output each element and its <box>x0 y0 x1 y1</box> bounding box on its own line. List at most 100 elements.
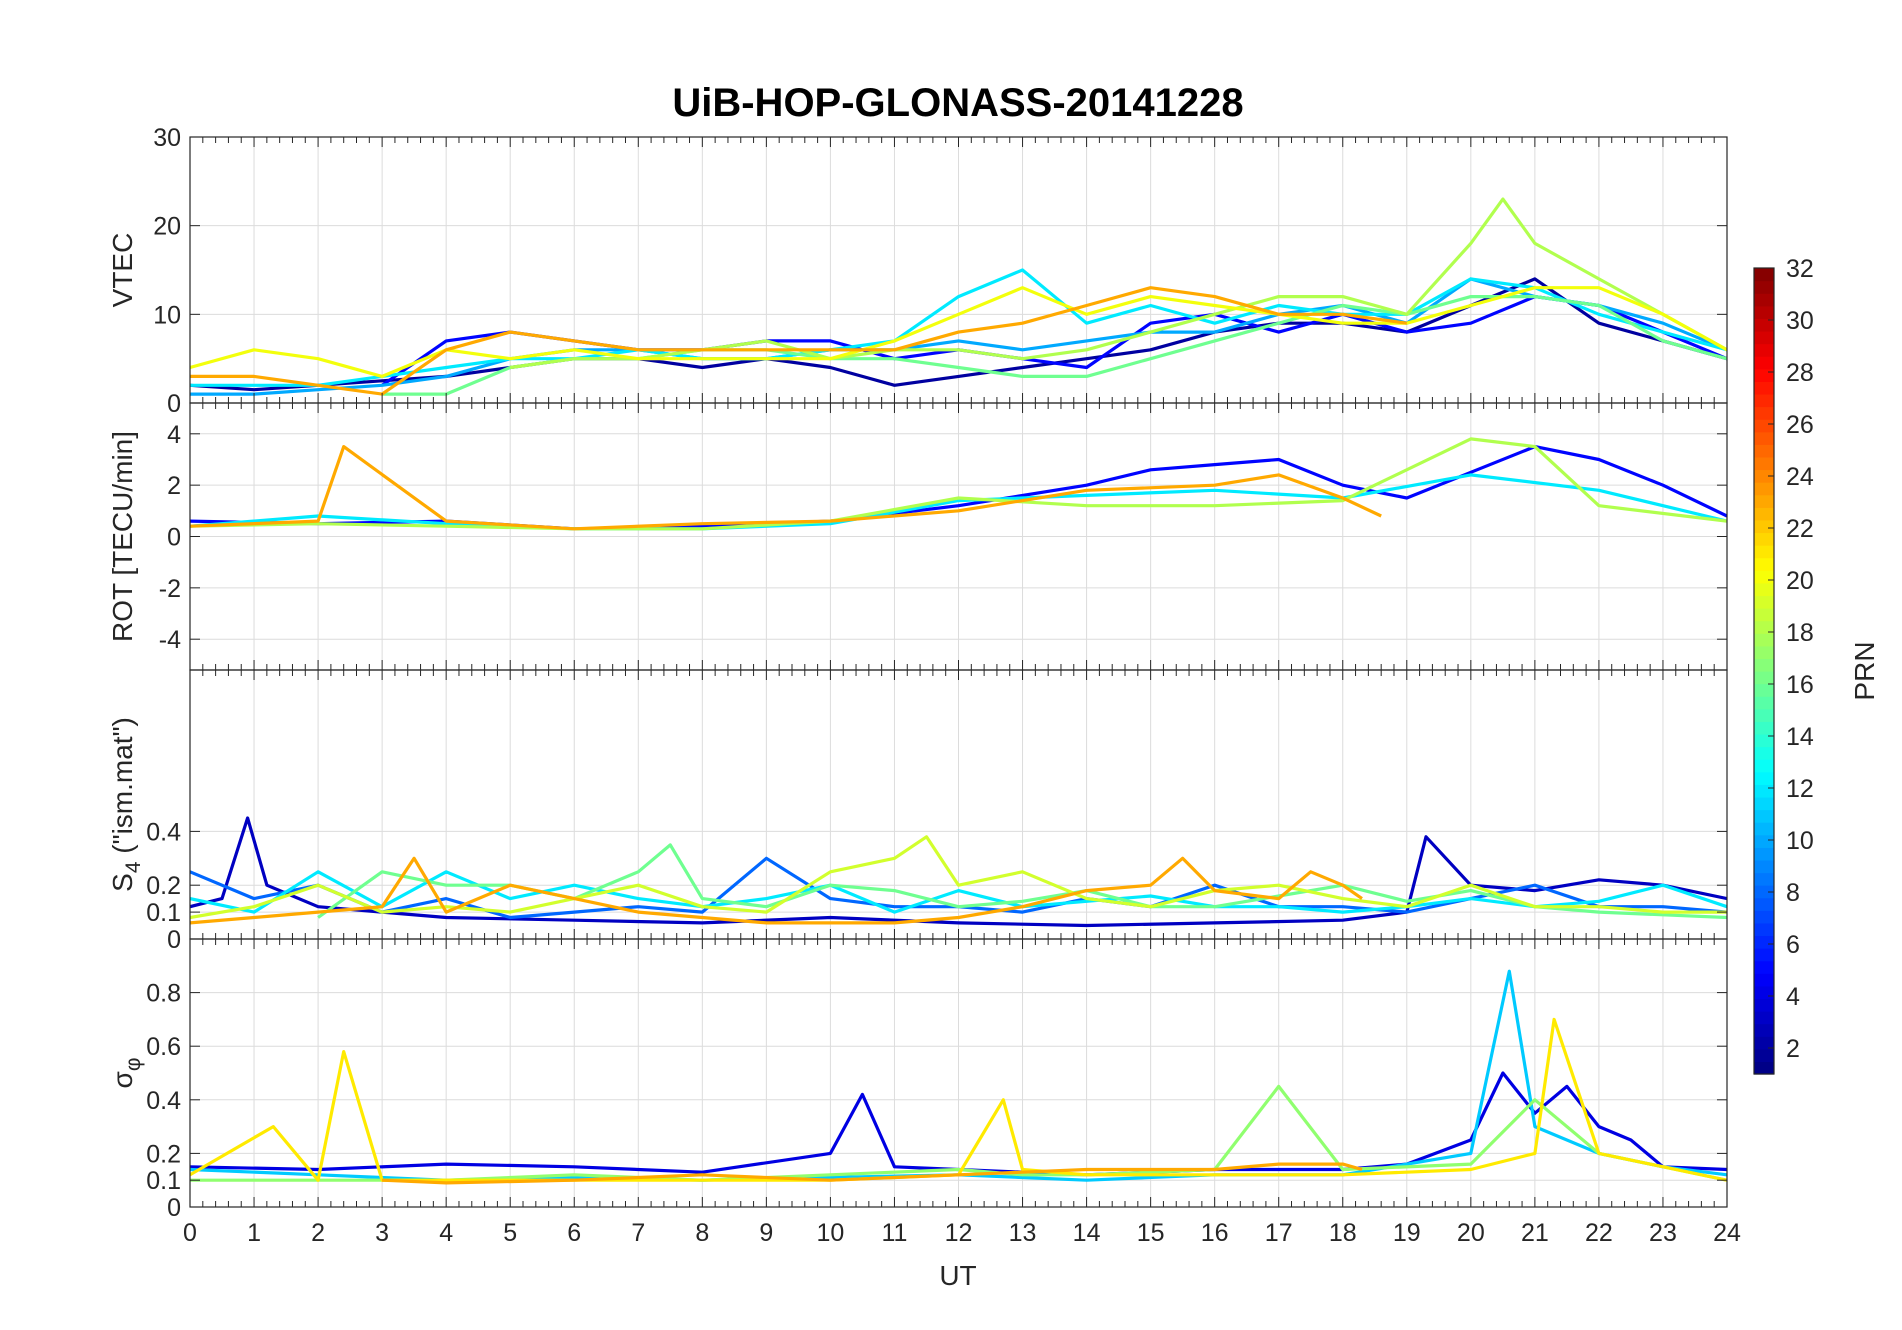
colorbar-segment <box>1754 784 1774 798</box>
colorbar-segment <box>1754 922 1774 937</box>
y-tick-label: 0.6 <box>146 1033 181 1061</box>
colorbar-segment <box>1754 570 1774 584</box>
colorbar-segment <box>1754 935 1774 949</box>
colorbar-segment <box>1754 305 1774 319</box>
series-line-prn-12 <box>190 870 1727 914</box>
colorbar-segment <box>1754 796 1774 811</box>
y-axis-label: VTEC <box>107 233 138 308</box>
series-line-prn-23 <box>190 286 1408 396</box>
series-group <box>190 197 1727 396</box>
y-tick-label: 0 <box>167 524 181 552</box>
y-tick-label: 20 <box>153 213 181 241</box>
colorbar-segment <box>1754 532 1774 546</box>
colorbar-tick-label: 20 <box>1786 567 1814 595</box>
y-tick-label: 0.2 <box>146 1140 181 1168</box>
colorbar-segment <box>1754 1011 1774 1025</box>
colorbar-segment <box>1754 419 1774 433</box>
panel-4: 00.10.2 0.4 0.6 0.8 σφ <box>107 938 1728 1222</box>
colorbar-tick-label: 6 <box>1786 931 1800 959</box>
series-line-prn-21 <box>190 1017 1727 1182</box>
colorbar-segment <box>1754 847 1774 861</box>
x-minor-ticks <box>189 137 1728 403</box>
series-group <box>190 816 1727 928</box>
colorbar-segment <box>1754 733 1774 748</box>
x-tick-label: 23 <box>1649 1219 1677 1247</box>
y-tick-label: 2 <box>167 472 181 500</box>
colorbar-segment <box>1754 910 1774 924</box>
y-tick-label: 0 <box>167 1194 181 1222</box>
y-tick-label: -4 <box>159 626 181 654</box>
x-tick-label: 5 <box>503 1219 517 1247</box>
x-tick-label: 9 <box>759 1219 773 1247</box>
panel-3: 00.10.2 0.4S4 ("ism.mat") <box>107 669 1728 954</box>
colorbar-segment <box>1754 482 1774 496</box>
colorbar-segment <box>1754 998 1774 1012</box>
x-axis-label: UT <box>939 1260 976 1291</box>
x-tick-label: 1 <box>247 1219 261 1247</box>
colorbar-segment <box>1754 671 1774 685</box>
colorbar-tick-label: 26 <box>1786 411 1814 439</box>
y-tick-label: 0.4 <box>146 818 181 846</box>
x-tick-label: 2 <box>311 1219 325 1247</box>
colorbar-segment <box>1754 696 1774 710</box>
y-tick-label: 0.8 <box>146 980 181 1008</box>
x-tick-label: 4 <box>439 1219 453 1247</box>
y-tick-label: 0.4 <box>146 1087 181 1115</box>
y-axis-label: S4 ("ism.mat") <box>107 717 145 892</box>
colorbar-segment <box>1754 658 1774 672</box>
colorbar-tick-label: 8 <box>1786 879 1800 907</box>
colorbar-tick-label: 2 <box>1786 1035 1800 1063</box>
y-tick-label: 10 <box>153 301 181 329</box>
x-tick-label: 6 <box>567 1219 581 1247</box>
colorbar-segment <box>1754 948 1774 962</box>
series-line-prn-17 <box>190 1084 1727 1182</box>
series-line-prn-18 <box>509 197 1727 370</box>
colorbar-segment <box>1754 1061 1774 1075</box>
x-tick-label: 16 <box>1201 1219 1229 1247</box>
y-tick-label: -2 <box>159 575 181 603</box>
series-line-prn-12 <box>190 268 1727 387</box>
colorbar-segment <box>1754 872 1774 886</box>
colorbar-tick-label: 28 <box>1786 359 1814 387</box>
panel-2: -4 -2 0 2 4 ROT [TECU/min] <box>107 402 1728 671</box>
colorbar-tick-label: 32 <box>1786 255 1814 283</box>
y-tick-label: 0 <box>167 926 181 954</box>
colorbar-label: PRN <box>1849 641 1880 700</box>
grid <box>189 403 1728 670</box>
colorbar-segment <box>1754 973 1774 987</box>
x-tick-label: 12 <box>945 1219 973 1247</box>
colorbar-segment <box>1754 859 1774 874</box>
x-tick-label: 0 <box>183 1219 197 1247</box>
y-axis-label: σφ <box>107 1058 145 1089</box>
y-tick-label: 4 <box>167 421 181 449</box>
colorbar-segment <box>1754 834 1774 848</box>
y-tick-label: 30 <box>153 124 181 152</box>
colorbar-segment <box>1754 1036 1774 1050</box>
colorbar-segment <box>1754 809 1774 823</box>
colorbar-segment <box>1754 356 1774 370</box>
colorbar-segment <box>1754 708 1774 722</box>
series-line-prn-12 <box>190 473 1727 531</box>
colorbar-segment <box>1754 759 1774 773</box>
colorbar-tick-label: 14 <box>1786 723 1814 751</box>
colorbar-segment <box>1754 620 1774 634</box>
colorbar-tick-label: 12 <box>1786 775 1814 803</box>
colorbar-segment <box>1754 393 1774 408</box>
x-tick-label: 20 <box>1457 1219 1485 1247</box>
colorbar-tick-label: 24 <box>1786 463 1814 491</box>
x-axis: 0 1 2 3 4 5 6 7 8 9 10 11 12 13 14 15 16 17 18 19 20 21 22 23 24 <box>183 1219 1741 1247</box>
colorbar-segment <box>1754 507 1774 521</box>
x-tick-label: 8 <box>695 1219 709 1247</box>
colorbar-tick-label: 16 <box>1786 671 1814 699</box>
colorbar-segment <box>1754 318 1774 332</box>
x-tick-label: 15 <box>1137 1219 1165 1247</box>
x-tick-label: 17 <box>1265 1219 1293 1247</box>
colorbar-segment <box>1754 746 1774 760</box>
colorbar-segment <box>1754 280 1774 294</box>
colorbar-segment <box>1754 343 1774 357</box>
colorbar-segment <box>1754 519 1774 534</box>
y-tick-label: 0.1 <box>146 899 181 927</box>
colorbar-segment <box>1754 545 1774 559</box>
